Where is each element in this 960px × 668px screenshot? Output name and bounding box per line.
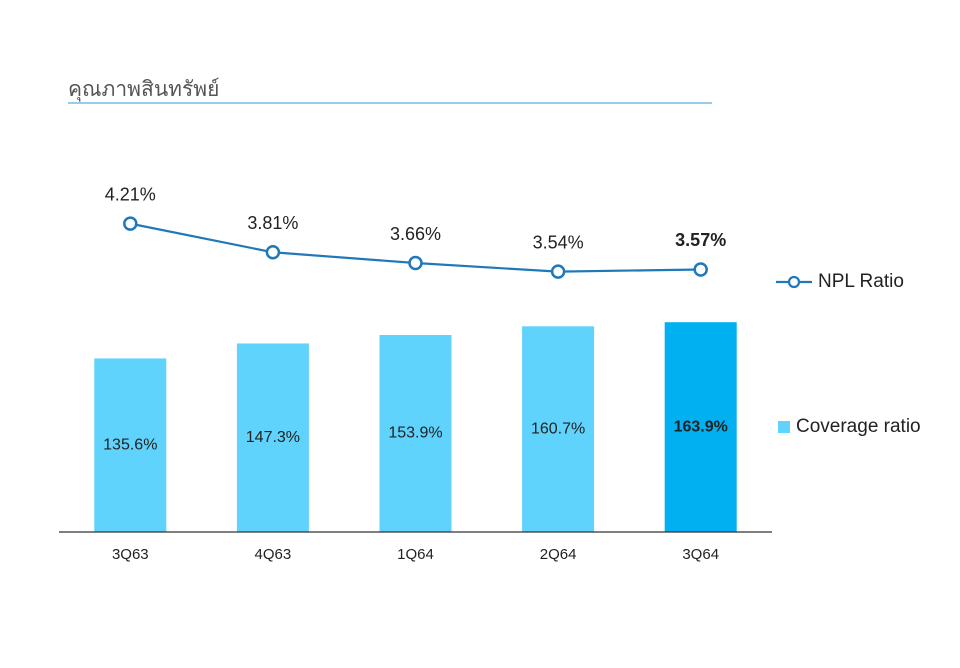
bar-value-label: 163.9% — [674, 418, 728, 435]
line-marker — [550, 264, 566, 279]
line-value-label: 4.21% — [105, 184, 156, 204]
bar — [94, 358, 167, 532]
line-value-label: 3.57% — [675, 230, 726, 250]
line-marker — [693, 262, 708, 277]
legend-label: NPL Ratio — [818, 271, 904, 292]
line-marker — [123, 216, 138, 231]
x-tick-label: 3Q64 — [682, 546, 719, 563]
line-marker — [265, 245, 281, 260]
bar-value-label: 147.3% — [246, 429, 300, 446]
x-tick-label: 2Q64 — [540, 546, 577, 563]
legend-label: Coverage ratio — [796, 416, 921, 437]
chart-title: คุณภาพสินทรัพย์ — [68, 77, 219, 102]
bar-value-label: 160.7% — [531, 420, 585, 437]
line-value-label: 3.54% — [533, 232, 584, 252]
bar-value-label: 153.9% — [388, 425, 442, 442]
legend-swatch — [778, 421, 790, 433]
line-value-label: 3.81% — [247, 213, 298, 233]
line-marker — [408, 255, 423, 271]
x-tick-label: 4Q63 — [255, 546, 292, 563]
legend-marker — [787, 275, 801, 289]
x-tick-label: 3Q63 — [112, 546, 149, 563]
bar — [236, 343, 309, 532]
x-tick-label: 1Q64 — [397, 546, 434, 563]
bar — [522, 326, 595, 532]
bar — [664, 322, 737, 532]
bar-value-label: 135.6% — [103, 436, 157, 453]
line-value-label: 3.66% — [390, 224, 441, 244]
bar — [379, 335, 452, 532]
